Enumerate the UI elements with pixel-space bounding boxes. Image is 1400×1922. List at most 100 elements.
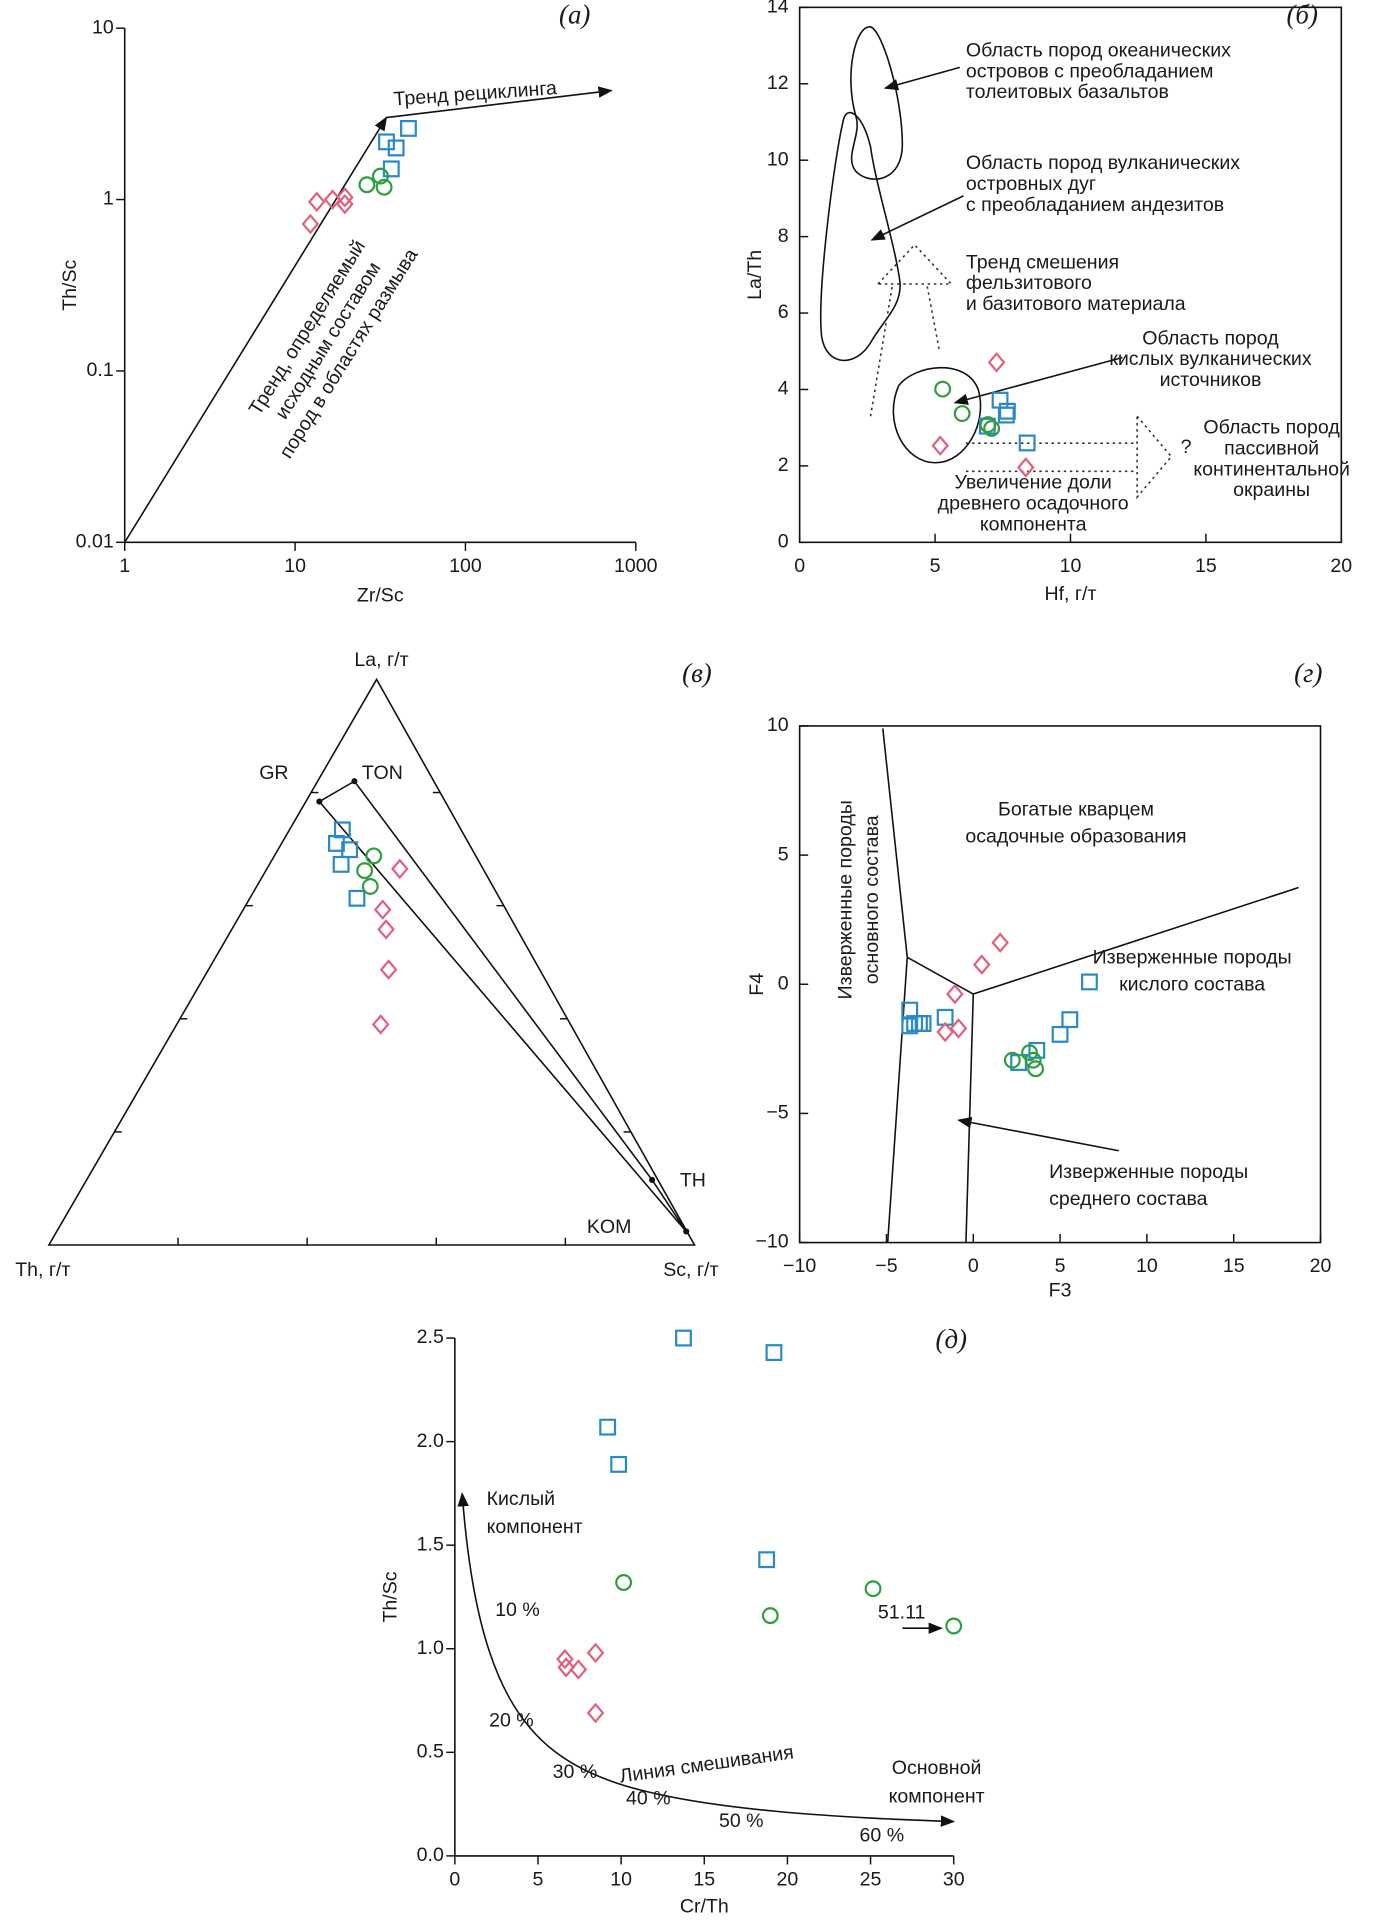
y-tick-label: 1.5 bbox=[417, 1533, 444, 1555]
point bbox=[1061, 1011, 1079, 1029]
vertex-label: Sc, г/т bbox=[663, 1259, 718, 1281]
point bbox=[998, 402, 1016, 420]
trend-arrow-dotted bbox=[965, 414, 1173, 500]
annotation-text: окраины bbox=[1233, 479, 1310, 501]
x-tick-label: 0 bbox=[449, 1869, 460, 1891]
y-tick-label: 0 bbox=[778, 972, 789, 994]
annotation-text: 51.11 bbox=[878, 1602, 925, 1624]
point bbox=[972, 954, 991, 975]
reference-label: TON bbox=[362, 762, 403, 784]
annotation-text: Увеличение доли bbox=[955, 472, 1112, 494]
y-tick-label: 6 bbox=[778, 301, 789, 323]
x-axis-label: Zr/Sc bbox=[357, 584, 404, 606]
y-tick-label: −5 bbox=[766, 1102, 788, 1124]
annotation: Область породпассивнойконтинентальнойокр… bbox=[1193, 417, 1350, 501]
y-tick-label: −10 bbox=[755, 1231, 788, 1253]
x-axis-label: Cr/Th bbox=[680, 1895, 729, 1917]
x-tick-label: 15 bbox=[1195, 555, 1217, 577]
annotation-text: кислых вулканических bbox=[1109, 348, 1312, 370]
annotation: 51.11 bbox=[878, 1602, 925, 1624]
y-axis-label: Th/Sc bbox=[59, 259, 81, 310]
annotation-text: среднего состава bbox=[1049, 1188, 1208, 1210]
x-axis-label: F3 bbox=[1049, 1280, 1072, 1302]
annotation-text: 10 % bbox=[495, 1599, 540, 1621]
annotation: 60 % bbox=[860, 1824, 905, 1846]
point bbox=[348, 889, 366, 907]
panel-label: (а) bbox=[559, 0, 590, 29]
annotation: Изверженные породы кислого состава bbox=[1093, 947, 1292, 996]
annotation-text: и базитового материала bbox=[966, 293, 1186, 315]
field-outline bbox=[892, 366, 982, 464]
pointer-arrow bbox=[870, 195, 964, 241]
point bbox=[675, 1329, 692, 1347]
point bbox=[931, 435, 949, 456]
point bbox=[953, 405, 971, 422]
x-axis-label: Hf, г/т bbox=[1045, 583, 1097, 605]
x-tick-label: 20 bbox=[1310, 1255, 1332, 1277]
annotation-text: Основной bbox=[892, 1757, 982, 1779]
y-tick-label: 0.01 bbox=[76, 530, 114, 552]
annotation: 20 % bbox=[489, 1709, 534, 1731]
x-tick-label: 1 bbox=[119, 555, 130, 577]
panel-label: (б) bbox=[1286, 0, 1317, 29]
point bbox=[387, 139, 405, 157]
annotation: 30 % bbox=[553, 1761, 598, 1783]
y-tick-label: 0.5 bbox=[417, 1740, 444, 1762]
annotation-text: источников bbox=[1160, 369, 1262, 391]
point bbox=[983, 420, 1001, 437]
point bbox=[400, 119, 417, 137]
point bbox=[378, 133, 395, 151]
point bbox=[906, 1015, 924, 1032]
reference-point bbox=[351, 778, 358, 785]
y-tick-label: 1.0 bbox=[417, 1637, 444, 1659]
annotation-text: Богатые кварцем bbox=[998, 799, 1154, 821]
vertex-label: La, г/т bbox=[354, 649, 408, 671]
annotation-text: с преобладанием андезитов bbox=[966, 194, 1224, 216]
point bbox=[371, 1014, 390, 1035]
point bbox=[379, 959, 398, 980]
y-tick-label: 4 bbox=[778, 378, 789, 400]
point bbox=[1017, 457, 1035, 478]
annotation-text: островов с преобладанием bbox=[966, 60, 1214, 82]
x-tick-label: 1000 bbox=[614, 555, 658, 577]
point bbox=[373, 899, 392, 920]
x-tick-label: 20 bbox=[777, 1869, 799, 1891]
x-tick-label: 5 bbox=[1055, 1255, 1066, 1277]
reference-label: GR bbox=[259, 762, 288, 784]
reference-label: TH bbox=[680, 1170, 706, 1192]
point bbox=[1024, 1051, 1042, 1069]
vertex-label: Th, г/т bbox=[15, 1259, 70, 1281]
point bbox=[997, 406, 1015, 424]
point bbox=[615, 1574, 633, 1591]
trend-arrow bbox=[124, 116, 388, 543]
point bbox=[307, 191, 326, 213]
point bbox=[336, 193, 354, 215]
annotation-text: Область пород вулканических bbox=[966, 152, 1240, 174]
point bbox=[391, 858, 409, 880]
point bbox=[569, 1659, 588, 1680]
annotation: Богатые кварцем осадочные образования bbox=[965, 799, 1186, 848]
annotation-text: фельзитового bbox=[966, 272, 1092, 294]
point bbox=[382, 160, 400, 178]
annotation-text: Область пород океанических bbox=[966, 40, 1231, 62]
annotation-text: кислого состава bbox=[1119, 974, 1265, 996]
point bbox=[758, 1551, 776, 1569]
ternary-frame bbox=[47, 677, 696, 1246]
field-outline bbox=[820, 111, 901, 362]
point bbox=[377, 919, 395, 940]
x-tick-label: 15 bbox=[693, 1869, 715, 1891]
x-tick-label: 0 bbox=[968, 1255, 979, 1277]
point bbox=[365, 847, 383, 865]
point bbox=[599, 1418, 617, 1436]
annotation-text: Изверженные породы bbox=[1093, 947, 1292, 969]
y-axis-label: F4 bbox=[746, 973, 768, 996]
point bbox=[914, 1015, 932, 1032]
point bbox=[1003, 1051, 1021, 1069]
point bbox=[864, 1580, 882, 1598]
point bbox=[1051, 1025, 1069, 1043]
